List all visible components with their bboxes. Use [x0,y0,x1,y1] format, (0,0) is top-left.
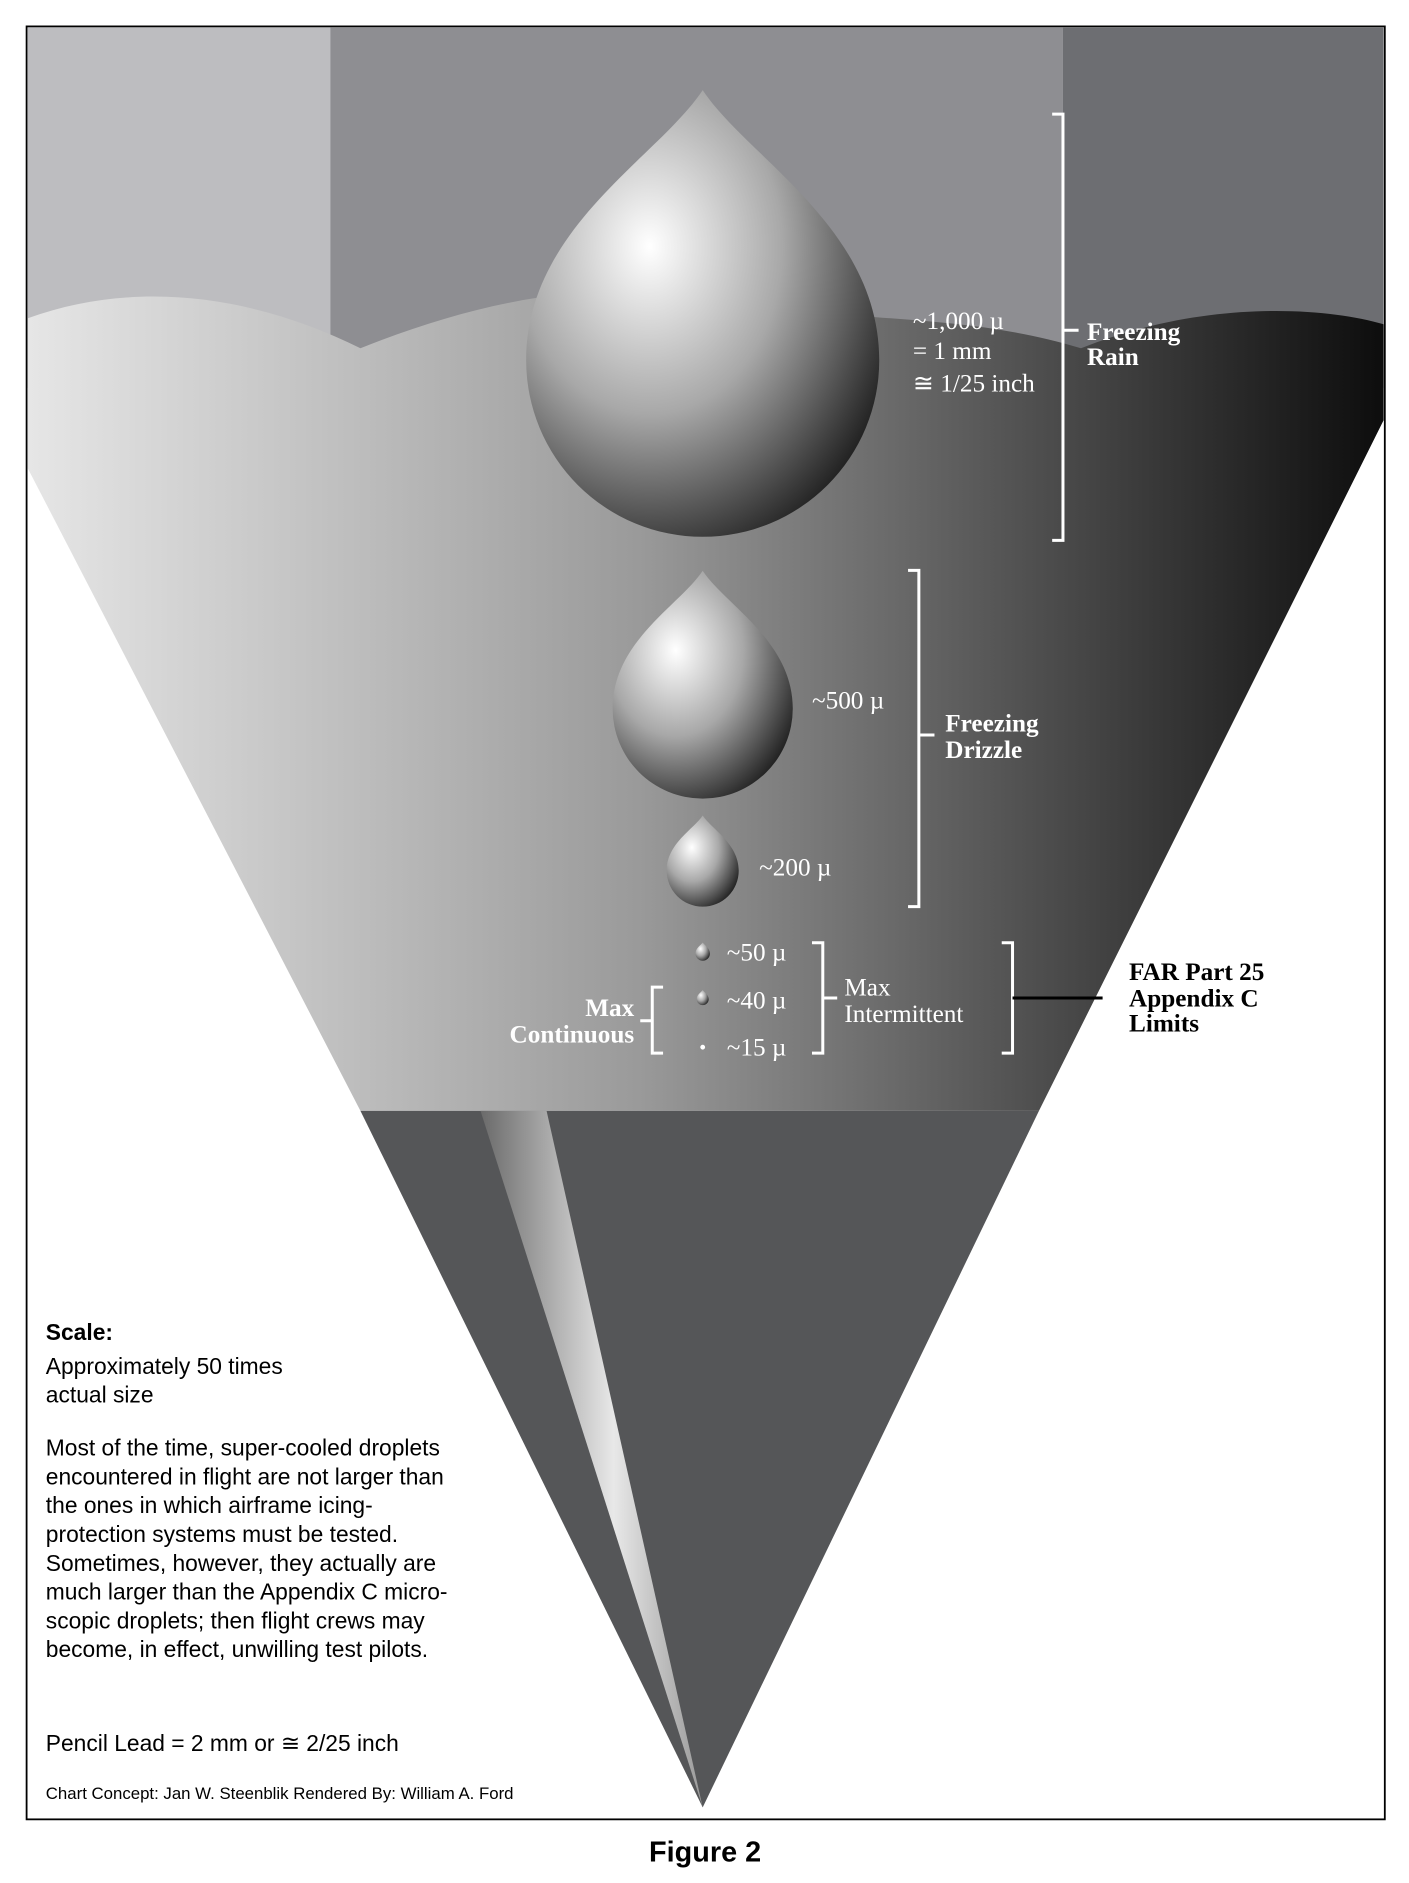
note: much larger than the Appendix C micro- [46,1579,448,1605]
category-label: FAR Part 25 [1129,959,1264,986]
brackets [640,112,1079,1055]
note: scopic droplets; then flight crews may [46,1607,425,1633]
size-label: ~1,000 µ [913,308,1004,335]
note: become, in effect, unwilling test pilots… [46,1636,428,1662]
category-label: Freezing [1087,319,1181,346]
note: Pencil Lead = 2 mm or ≅ 2/25 inch [46,1730,399,1756]
category-label: Drizzle [945,737,1022,764]
note: actual size [46,1382,154,1408]
category-label: Rain [1087,344,1139,371]
size-label: ~200 µ [759,854,831,881]
notes: Scale: Approximately 50 times actual siz… [46,1319,761,1868]
note: encountered in flight are not larger tha… [46,1463,444,1489]
note: Sometimes, however, they actually are [46,1550,436,1576]
category-label: Limits [1129,1011,1199,1038]
note: the ones in which airframe icing- [46,1492,373,1518]
category-label: Freezing [945,710,1039,737]
size-label: = 1 mm [913,338,992,365]
pencil-tip [360,1110,1039,1808]
category-label: Continuous [510,1021,635,1048]
note-title: Scale: [46,1319,113,1345]
size-label: ~500 µ [812,688,884,715]
category-label: Max [585,995,634,1022]
note: Most of the time, super-cooled droplets [46,1434,440,1460]
size-label: ~15 µ [727,1035,787,1062]
category-label: Max [844,975,891,1002]
category-label: Appendix C [1129,985,1259,1012]
note: protection systems must be tested. [46,1521,398,1547]
caption: Figure 2 [649,1836,761,1868]
pencil-lead [480,1110,703,1808]
size-label: ≅ 1/25 inch [913,370,1035,397]
size-label: ~50 µ [727,940,787,967]
size-label: ~40 µ [727,988,787,1015]
labels: ~1,000 µ = 1 mm ≅ 1/25 inch Freezing Rai… [510,308,1265,1062]
droplet [700,1044,706,1050]
droplets [526,90,880,1050]
credits: Chart Concept: Jan W. Steenblik Rendered… [46,1784,514,1803]
note: Approximately 50 times [46,1353,283,1379]
category-label: Intermittent [844,1001,963,1028]
